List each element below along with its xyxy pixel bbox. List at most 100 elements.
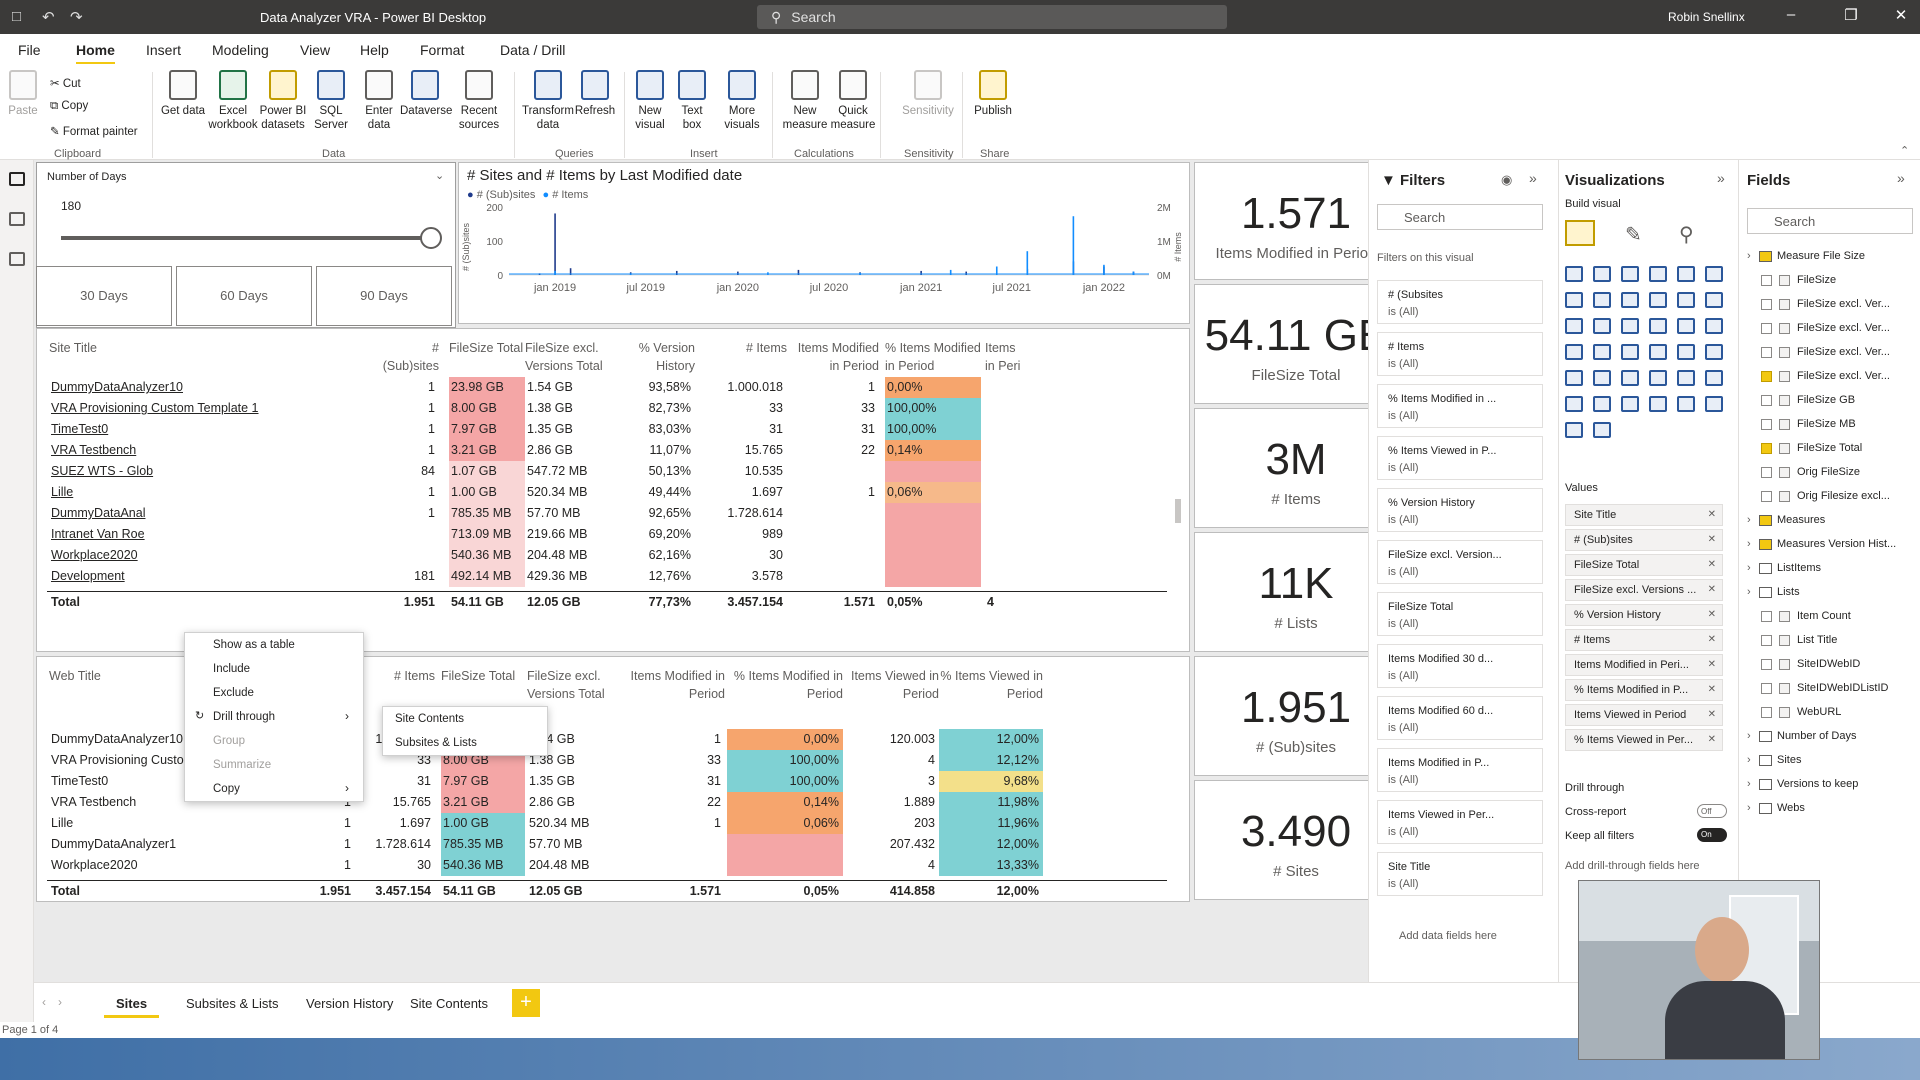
ribbon-dataverse-button[interactable]: Dataverse xyxy=(400,70,452,118)
cell[interactable]: TimeTest0 xyxy=(51,774,109,788)
visual-type-icon[interactable] xyxy=(1705,266,1723,282)
value-well-filesize-excl-versions[interactable]: FileSize excl. Versions ... ✕ xyxy=(1565,579,1723,601)
visual-type-icon[interactable] xyxy=(1677,266,1695,282)
field-checkbox[interactable] xyxy=(1761,419,1772,430)
field-filesize-mb[interactable]: FileSize MB xyxy=(1797,418,1856,430)
kpi-card[interactable]: 11K # Lists xyxy=(1194,532,1398,652)
ribbon-refresh-button[interactable]: Refresh xyxy=(572,70,618,118)
visual-type-icon[interactable] xyxy=(1705,318,1723,334)
cell[interactable]: Workplace2020 xyxy=(51,548,138,562)
ribbon-new-visual-button[interactable]: New visual xyxy=(630,70,670,132)
menu-modeling[interactable]: Modeling xyxy=(212,42,269,58)
kpi-card[interactable]: 3.490 # Sites xyxy=(1194,780,1398,900)
visual-type-icon[interactable] xyxy=(1621,370,1639,386)
format-painter-button[interactable]: ✎ Format painter xyxy=(50,126,138,138)
value-well-filesize-total[interactable]: FileSize Total ✕ xyxy=(1565,554,1723,576)
field-siteidwebidlistid[interactable]: SiteIDWebIDListID xyxy=(1797,682,1889,694)
visual-type-icon[interactable] xyxy=(1621,292,1639,308)
ribbon-power-bi-datasets-button[interactable]: Power BI datasets xyxy=(258,70,308,132)
field-filesize-excl-ver[interactable]: FileSize excl. Ver... xyxy=(1797,322,1890,334)
30-days-button[interactable]: 30 Days xyxy=(36,266,172,326)
collapse-ribbon-icon[interactable]: ⌃ xyxy=(1900,145,1910,157)
publish-button[interactable]: Publish xyxy=(968,70,1018,118)
column-header[interactable]: Items Viewed in Period xyxy=(850,669,939,701)
visual-type-icon[interactable] xyxy=(1705,370,1723,386)
visual-type-icon[interactable] xyxy=(1705,344,1723,360)
value-well-site-title[interactable]: Site Title ✕ xyxy=(1565,504,1723,526)
sensitivity-button[interactable]: Sensitivity xyxy=(898,70,958,118)
minimize-icon[interactable]: – xyxy=(1786,6,1796,23)
column-header[interactable]: Items Modified in Period xyxy=(797,341,879,373)
filter-card[interactable]: # Items is (All) xyxy=(1377,332,1543,376)
visual-type-icon[interactable] xyxy=(1677,318,1695,334)
expand-icon[interactable]: › xyxy=(1747,250,1751,262)
remove-icon[interactable]: ✕ xyxy=(1707,634,1716,645)
value-well-version-history[interactable]: % Version History ✕ xyxy=(1565,604,1723,626)
menu-view[interactable]: View xyxy=(300,42,331,58)
remove-icon[interactable]: ✕ xyxy=(1707,559,1716,570)
value-well-items-modified-in-peri[interactable]: Items Modified in Peri... ✕ xyxy=(1565,654,1723,676)
ribbon-sql-server-button[interactable]: SQL Server xyxy=(306,70,356,132)
collapse-fields-icon[interactable]: » xyxy=(1897,170,1905,186)
build-visual-icon[interactable] xyxy=(1565,220,1595,246)
column-header[interactable]: Items Modified in Period xyxy=(630,669,725,701)
collapse-viz-icon[interactable]: » xyxy=(1717,170,1725,186)
table-row[interactable]: DummyDataAnalyzer10 1 23.98 GB 1.54 GB 93,58… xyxy=(47,377,1167,398)
column-header[interactable]: # Items xyxy=(394,669,435,683)
value-well-items-viewed-in-per[interactable]: % Items Viewed in Per... ✕ xyxy=(1565,729,1723,751)
table-row[interactable]: TimeTest0 1 7.97 GB 1.35 GB 83,03% 31 31 100,00… xyxy=(47,419,1167,440)
field-checkbox[interactable] xyxy=(1761,707,1772,718)
cell[interactable]: DummyDataAnal xyxy=(51,506,146,520)
60-days-button[interactable]: 60 Days xyxy=(176,266,312,326)
close-icon[interactable]: ✕ xyxy=(1894,7,1908,24)
context-item-copy[interactable]: Copy xyxy=(213,783,240,795)
submenu-item-site-contents[interactable]: Site Contents xyxy=(395,713,465,725)
title-search-input[interactable]: ⚲ Search xyxy=(757,5,1227,29)
column-header[interactable]: Web Title xyxy=(49,669,101,683)
menu-insert[interactable]: Insert xyxy=(146,42,182,58)
expand-icon[interactable]: › xyxy=(1747,586,1751,598)
field-table-measures[interactable]: Measures xyxy=(1777,514,1826,526)
90-days-button[interactable]: 90 Days xyxy=(316,266,452,326)
context-menu[interactable]: Show as a table Include Exclude Drill throu… xyxy=(184,632,364,802)
visual-type-icon[interactable] xyxy=(1593,292,1611,308)
ribbon-more-visuals-button[interactable]: More visuals xyxy=(714,70,770,132)
field-checkbox[interactable] xyxy=(1761,395,1772,406)
collapse-filters-icon[interactable]: » xyxy=(1529,170,1537,186)
field-checkbox[interactable] xyxy=(1761,659,1772,670)
field-filesize-excl-ver[interactable]: FileSize excl. Ver... xyxy=(1797,370,1890,382)
field-table-measures-version-hist[interactable]: Measures Version Hist... xyxy=(1777,538,1897,550)
visual-type-icon[interactable] xyxy=(1593,396,1611,412)
chevron-down-icon[interactable]: ⌄ xyxy=(435,170,445,182)
tab-sites[interactable]: Sites xyxy=(104,992,160,1018)
field-filesize-excl-ver[interactable]: FileSize excl. Ver... xyxy=(1797,298,1890,310)
fields-search-input[interactable]: Search xyxy=(1747,208,1913,234)
menu-home[interactable]: Home xyxy=(76,42,115,65)
column-header[interactable]: FileSize excl. Versions Total xyxy=(527,669,605,701)
column-header[interactable]: # Items xyxy=(746,341,787,355)
field-orig-filesize-excl[interactable]: Orig Filesize excl... xyxy=(1797,490,1890,502)
cut-button[interactable]: ✂ Cut xyxy=(50,78,81,90)
line-chart-visual[interactable]: # Sites and # Items by Last Modified dat… xyxy=(458,162,1190,324)
cell[interactable]: VRA Testbench xyxy=(51,795,137,809)
expand-icon[interactable]: › xyxy=(1747,562,1751,574)
drill-through-submenu[interactable]: Site Contents Subsites & Lists xyxy=(382,706,548,756)
filter-card[interactable]: FileSize excl. Version... is (All) xyxy=(1377,540,1543,584)
cell[interactable]: Development xyxy=(51,569,125,583)
filters-search-input[interactable]: Search xyxy=(1377,204,1543,230)
ribbon-quick-measure-button[interactable]: Quick measure xyxy=(830,70,876,132)
kpi-card[interactable]: 54.11 GB FileSize Total xyxy=(1194,284,1398,404)
visual-type-icon[interactable] xyxy=(1621,344,1639,360)
cell[interactable]: SUEZ WTS - Glob xyxy=(51,464,154,478)
add-data-fields[interactable]: Add data fields here xyxy=(1399,930,1497,942)
ribbon-text-box-button[interactable]: Text box xyxy=(672,70,712,132)
field-table-measure-file-size[interactable]: Measure File Size xyxy=(1777,250,1866,262)
remove-icon[interactable]: ✕ xyxy=(1707,509,1716,520)
add-drill-fields[interactable]: Add drill-through fields here xyxy=(1565,860,1700,872)
slider-handle[interactable] xyxy=(420,227,442,249)
filter-card[interactable]: Items Viewed in Per... is (All) xyxy=(1377,800,1543,844)
table-row[interactable]: SUEZ WTS - Glob 84 1.07 GB 547.72 MB 50,13% 1… xyxy=(47,461,1167,482)
field-checkbox[interactable] xyxy=(1761,323,1772,334)
field-table-sites[interactable]: Sites xyxy=(1777,754,1802,766)
remove-icon[interactable]: ✕ xyxy=(1707,734,1716,745)
